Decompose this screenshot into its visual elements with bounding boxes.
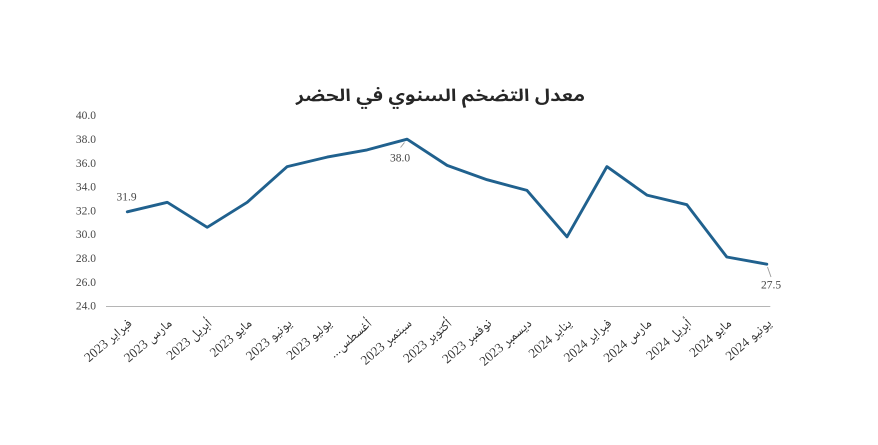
svg-text:31.9: 31.9 (117, 191, 137, 203)
svg-text:38.0: 38.0 (390, 153, 410, 165)
svg-text:38.0: 38.0 (76, 134, 96, 146)
svg-text:40.0: 40.0 (76, 110, 96, 122)
svg-text:26.0: 26.0 (76, 277, 96, 289)
svg-text:36.0: 36.0 (76, 158, 96, 170)
svg-text:34.0: 34.0 (76, 182, 96, 194)
svg-text:32.0: 32.0 (76, 205, 96, 217)
svg-text:28.0: 28.0 (76, 253, 96, 265)
svg-text:24.0: 24.0 (76, 301, 96, 313)
svg-text:27.5: 27.5 (761, 280, 781, 292)
svg-text:30.0: 30.0 (76, 229, 96, 241)
